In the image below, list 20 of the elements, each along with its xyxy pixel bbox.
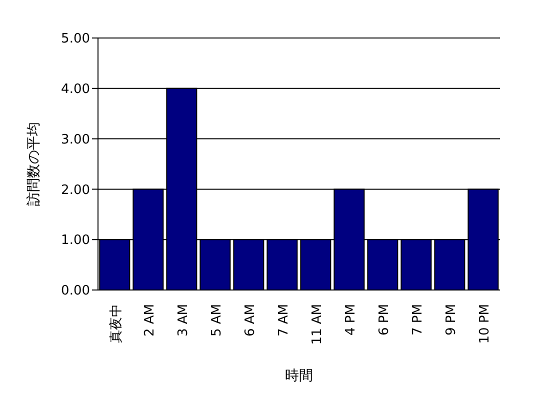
- x-tick-label: 真夜中: [108, 304, 124, 343]
- y-tick-label: 5.00: [61, 32, 90, 47]
- x-tick-label: 4 PM: [343, 304, 358, 336]
- x-tick-label: 11 AM: [310, 304, 325, 345]
- y-axis-title: 訪問数の平均: [26, 122, 42, 206]
- y-tick-label: 2.00: [61, 182, 90, 198]
- x-tick-label: 2 AM: [142, 304, 158, 337]
- x-tick-label: 6 AM: [242, 304, 258, 337]
- x-tick-label: 7 AM: [276, 304, 292, 337]
- y-tick-label: 4.00: [61, 82, 90, 98]
- x-tick-label: 7 PM: [410, 304, 426, 336]
- y-tick-label: 3.00: [61, 132, 90, 148]
- x-tick-label: 10 PM: [477, 304, 492, 344]
- x-tick-label: 9 PM: [444, 304, 459, 336]
- y-tick-label: 0.00: [61, 284, 90, 299]
- x-tick-label: 5 AM: [209, 304, 224, 337]
- y-tick-label: 1.00: [61, 233, 90, 248]
- x-tick-label: 6 PM: [376, 304, 392, 336]
- x-tick-label: 3 AM: [176, 304, 191, 337]
- x-axis-title: 時間: [285, 368, 313, 384]
